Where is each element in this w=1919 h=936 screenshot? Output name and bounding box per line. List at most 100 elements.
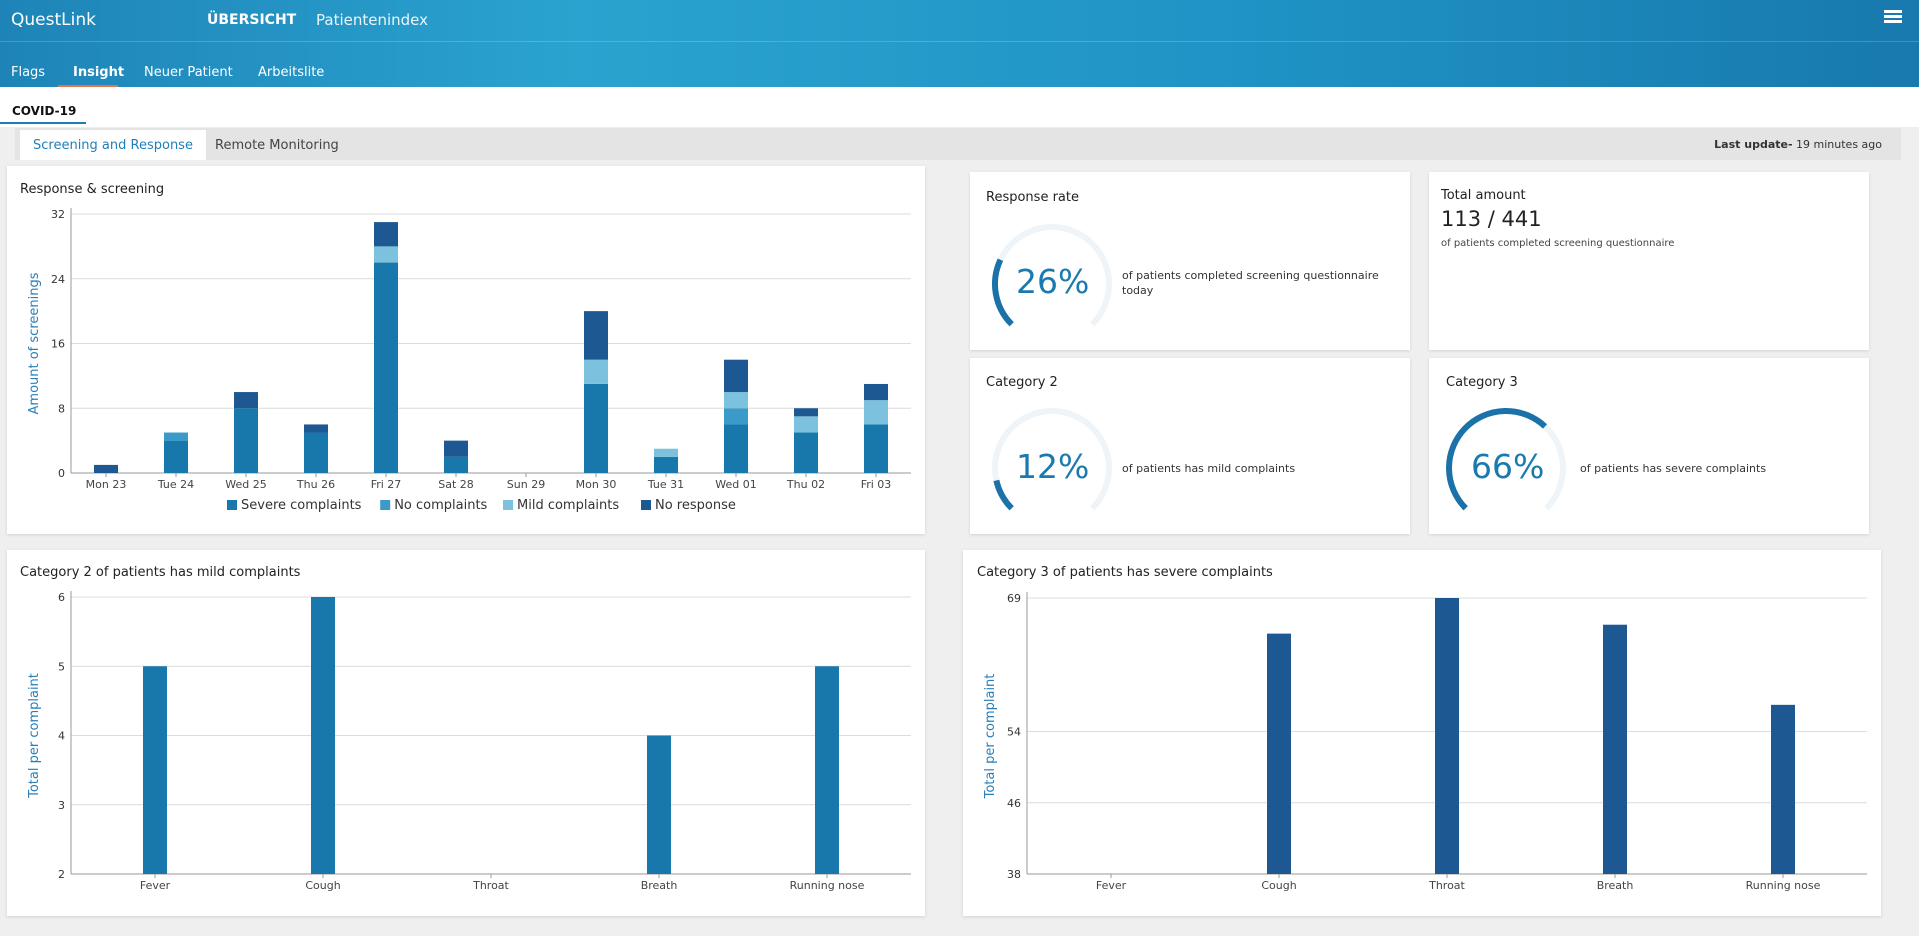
x-tick-label: Sat 28: [438, 478, 474, 491]
tab-bar: Flags Insight Neuer Patient Arbeitslite: [0, 41, 1919, 88]
subtab-screening[interactable]: Screening and Response: [20, 130, 206, 160]
y-tick-label: 38: [1007, 868, 1021, 881]
chart-title: Response & screening: [20, 182, 165, 197]
bar: [584, 359, 608, 384]
y-tick-label: 0: [58, 467, 65, 480]
card-title: Response rate: [986, 190, 1079, 205]
category3-value: 66%: [1471, 447, 1545, 486]
category2-value: 12%: [1016, 447, 1090, 486]
app-brand[interactable]: QuestLink: [11, 10, 96, 30]
subtab-remote-monitoring[interactable]: Remote Monitoring: [215, 138, 339, 153]
x-tick-label: Thu 26: [296, 478, 335, 491]
bar: [164, 440, 188, 473]
severe-complaints-card: Category 3 of patients has severe compla…: [963, 550, 1881, 916]
bar: [374, 246, 398, 263]
x-tick-label: Mon 23: [86, 478, 127, 491]
top-bar: QuestLink ÜBERSICHT Patientenindex Flags…: [0, 0, 1919, 88]
card-title: Category 2: [986, 375, 1058, 390]
card-title: Category 3: [1446, 375, 1518, 390]
gauge-fill: [992, 258, 1014, 327]
tab-new-patient[interactable]: Neuer Patient: [144, 65, 233, 80]
x-tick-label: Sun 29: [507, 478, 545, 491]
y-tick-label: 69: [1007, 592, 1021, 605]
card-title: Total amount: [1441, 188, 1526, 203]
category3-desc: of patients has severe complaints: [1580, 462, 1767, 475]
response-rate-card: Response rate 26% of patients completed …: [970, 172, 1410, 350]
header-row: QuestLink ÜBERSICHT Patientenindex: [0, 0, 1919, 40]
x-tick-label: Running nose: [790, 879, 865, 892]
bar: [444, 456, 468, 473]
x-tick-label: Cough: [1261, 879, 1296, 892]
legend-label: Mild complaints: [517, 498, 619, 513]
bar: [374, 262, 398, 473]
section-tab-covid[interactable]: COVID-19: [12, 104, 77, 118]
category3-gauge: [1446, 408, 1566, 511]
nav-patient-index[interactable]: Patientenindex: [316, 11, 429, 29]
gauge-fill: [1446, 408, 1548, 511]
bar: [724, 392, 748, 409]
x-tick-label: Breath: [641, 879, 678, 892]
category2-gauge: [992, 408, 1112, 511]
gauge-fill: [993, 479, 1014, 511]
section-tab-indicator: [0, 122, 86, 124]
response-rate-desc: of patients completed screening question…: [1122, 269, 1379, 297]
bar: [794, 416, 818, 433]
last-update-value: 19 minutes ago: [1792, 138, 1882, 151]
y-tick-label: 3: [58, 799, 65, 812]
legend-swatch: [641, 500, 651, 510]
response-rate-gauge: [992, 224, 1112, 327]
category2-card: Category 2 12% of patients has mild comp…: [970, 358, 1410, 534]
bar: [724, 408, 748, 425]
category2-desc: of patients has mild complaints: [1122, 462, 1296, 475]
x-tick-label: Throat: [1428, 879, 1465, 892]
x-tick-label: Cough: [305, 879, 340, 892]
y-tick-label: 2: [58, 868, 65, 881]
y-tick-label: 8: [58, 402, 65, 415]
chart-title: Category 2 of patients has mild complain…: [20, 565, 301, 580]
bar: [1603, 624, 1627, 874]
tab-insight[interactable]: Insight: [73, 65, 125, 80]
x-tick-label: Thu 02: [786, 478, 825, 491]
legend-label: No complaints: [394, 498, 487, 513]
response-rate-value: 26%: [1016, 262, 1090, 301]
tab-flags[interactable]: Flags: [11, 65, 46, 80]
bar: [143, 666, 167, 874]
last-update-label: Last update-: [1714, 138, 1793, 151]
mild-complaints-card: Category 2 of patients has mild complain…: [7, 550, 925, 916]
bar: [164, 432, 188, 441]
bar: [724, 359, 748, 393]
hamburger-icon[interactable]: [1884, 10, 1902, 26]
bar: [724, 424, 748, 473]
bar: [584, 383, 608, 473]
x-tick-label: Fri 03: [861, 478, 892, 491]
bar: [234, 408, 258, 473]
y-tick-label: 6: [58, 591, 65, 604]
x-tick-label: Breath: [1597, 879, 1634, 892]
nav-overview[interactable]: ÜBERSICHT: [207, 12, 297, 28]
x-tick-label: Fever: [140, 879, 171, 892]
bar: [304, 424, 328, 433]
legend-swatch: [503, 500, 513, 510]
total-amount-value: 113 / 441: [1441, 207, 1542, 231]
section-header: COVID-19: [0, 87, 1919, 127]
y-tick-label: 32: [51, 208, 65, 221]
total-amount-desc: of patients completed screening question…: [1441, 238, 1675, 249]
total-amount-card: Total amount 113 / 441 of patients compl…: [1429, 172, 1869, 350]
legend-label: No response: [655, 498, 736, 513]
bar: [444, 440, 468, 457]
x-tick-label: Running nose: [1746, 879, 1821, 892]
y-axis-label: Total per complaint: [27, 673, 42, 799]
bar: [864, 424, 888, 473]
x-tick-label: Throat: [472, 879, 509, 892]
legend-swatch: [227, 500, 237, 510]
chart-title: Category 3 of patients has severe compla…: [977, 565, 1273, 580]
bar: [94, 464, 118, 473]
bar: [654, 448, 678, 457]
response-screening-card: Response & screening 0 8 16 24 32 Amount of s…: [7, 166, 925, 534]
subtab-bar: Screening and Response Remote Monitoring…: [15, 128, 1901, 160]
gauge-track: [992, 408, 1112, 511]
y-tick-label: 24: [51, 273, 65, 286]
bar: [864, 383, 888, 401]
category3-card: Category 3 66% of patients has severe co…: [1429, 358, 1869, 534]
tab-worklist[interactable]: Arbeitslite: [258, 65, 325, 80]
